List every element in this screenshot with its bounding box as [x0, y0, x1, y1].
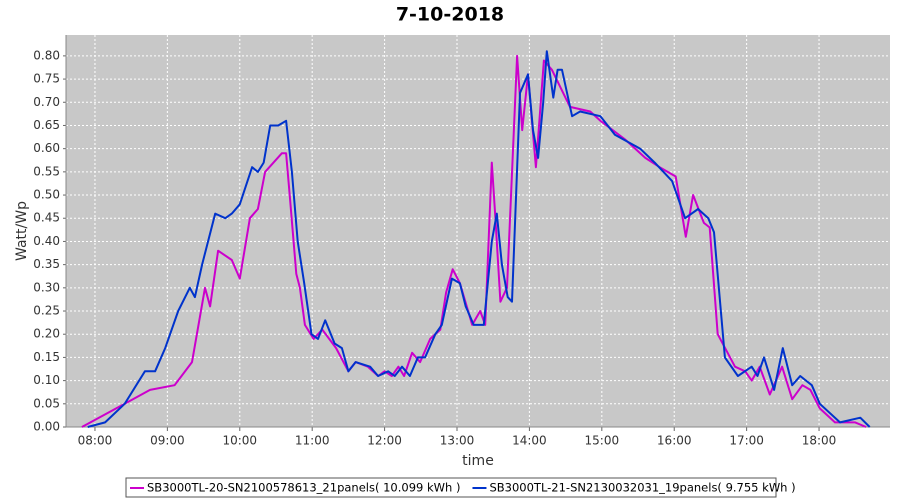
legend-label: SB3000TL-20-SN2100578613_21panels( 10.09…	[147, 481, 460, 495]
y-tick-label: 0.45	[33, 211, 60, 225]
y-tick-label: 0.35	[33, 257, 60, 271]
x-tick-label: 14:00	[512, 434, 547, 448]
y-tick-label: 0.15	[33, 350, 60, 364]
x-tick-label: 09:00	[150, 434, 185, 448]
x-axis-label: time	[462, 453, 494, 469]
plot-area	[66, 35, 890, 427]
x-tick-label: 10:00	[222, 434, 257, 448]
legend-label: SB3000TL-21-SN2130032031_19panels( 9.755…	[489, 481, 795, 495]
y-tick-label: 0.50	[33, 188, 60, 202]
y-tick-label: 0.00	[33, 420, 60, 434]
y-tick-label: 0.40	[33, 234, 60, 248]
y-tick-label: 0.70	[33, 95, 60, 109]
y-tick-label: 0.10	[33, 373, 60, 387]
y-tick-label: 0.05	[33, 396, 60, 410]
y-tick-label: 0.25	[33, 304, 60, 318]
y-tick-label: 0.20	[33, 327, 60, 341]
x-tick-label: 16:00	[657, 434, 692, 448]
legend	[125, 477, 777, 498]
y-tick-label: 0.75	[33, 72, 60, 86]
x-tick-label: 17:00	[729, 434, 764, 448]
y-tick-label: 0.30	[33, 280, 60, 294]
x-tick-label: 13:00	[440, 434, 475, 448]
y-axis-label: Watt/Wp	[14, 201, 30, 261]
y-tick-label: 0.65	[33, 118, 60, 132]
y-tick-label: 0.60	[33, 141, 60, 155]
series-line	[81, 54, 867, 428]
x-tick-label: 11:00	[295, 434, 330, 448]
x-tick-label: 12:00	[367, 434, 402, 448]
x-tick-label: 18:00	[802, 434, 837, 448]
chart-title: 7-10-2018	[396, 4, 504, 26]
x-tick-label: 08:00	[78, 434, 113, 448]
y-tick-label: 0.55	[33, 164, 60, 178]
x-tick-label: 15:00	[585, 434, 620, 448]
legend-items: SB3000TL-20-SN2100578613_21panels( 10.09…	[130, 481, 796, 495]
series-line	[87, 50, 871, 428]
y-tick-label: 0.80	[33, 48, 60, 62]
